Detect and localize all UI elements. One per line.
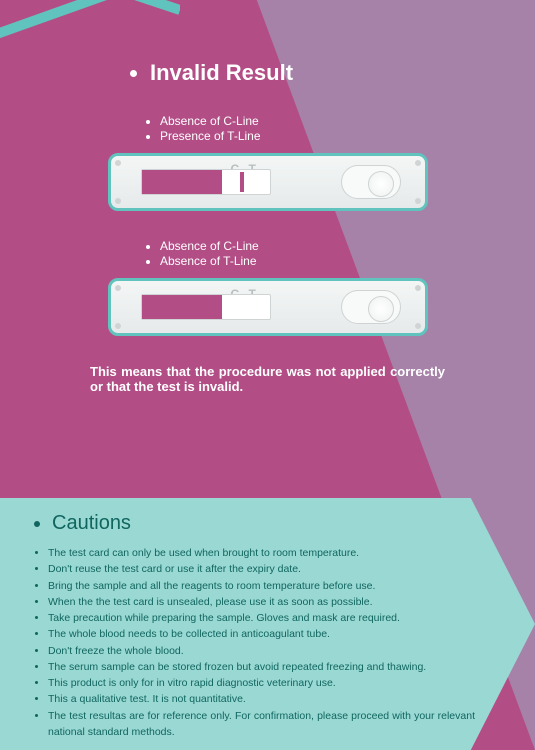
caution-item: This a qualitative test. It is not quant… <box>48 691 475 707</box>
caution-item: This product is only for in vitro rapid … <box>48 675 475 691</box>
t-line-1 <box>240 172 244 192</box>
page-title: Invalid Result <box>150 60 485 86</box>
caution-item: The test resultas are for reference only… <box>48 708 475 741</box>
case2-bullets: Absence of C-Line Absence of T-Line <box>160 239 485 268</box>
result-window-2 <box>141 294 271 320</box>
cassette-diagram-1: C T <box>108 153 428 211</box>
caution-item: The test card can only be used when brou… <box>48 545 475 561</box>
sample-well-1 <box>341 165 401 199</box>
caution-item: The serum sample can be stored frozen bu… <box>48 659 475 675</box>
caution-item: Bring the sample and all the reagents to… <box>48 578 475 594</box>
result-window-1 <box>141 169 271 195</box>
reagent-band-2 <box>142 295 222 319</box>
reagent-band-1 <box>142 170 222 194</box>
case1-bullets: Absence of C-Line Presence of T-Line <box>160 114 485 143</box>
caution-item: Don't freeze the whole blood. <box>48 643 475 659</box>
sample-well-2 <box>341 290 401 324</box>
caution-item: Take precaution while preparing the samp… <box>48 610 475 626</box>
cautions-panel: Cautions The test card can only be used … <box>0 498 535 750</box>
case1-bullet-2: Presence of T-Line <box>160 129 485 143</box>
case1-bullet-1: Absence of C-Line <box>160 114 485 128</box>
cassette-diagram-2: C T <box>108 278 428 336</box>
caution-item: Don't reuse the test card or use it afte… <box>48 561 475 577</box>
explanation-text: This means that the procedure was not ap… <box>90 364 445 394</box>
case2-bullet-1: Absence of C-Line <box>160 239 485 253</box>
caution-item: The whole blood needs to be collected in… <box>48 626 475 642</box>
caution-item: When the the test card is unsealed, plea… <box>48 594 475 610</box>
case2-bullet-2: Absence of T-Line <box>160 254 485 268</box>
cautions-list: The test card can only be used when brou… <box>48 545 475 740</box>
main-content: Invalid Result Absence of C-Line Presenc… <box>0 0 535 394</box>
cautions-title: Cautions <box>52 512 475 535</box>
